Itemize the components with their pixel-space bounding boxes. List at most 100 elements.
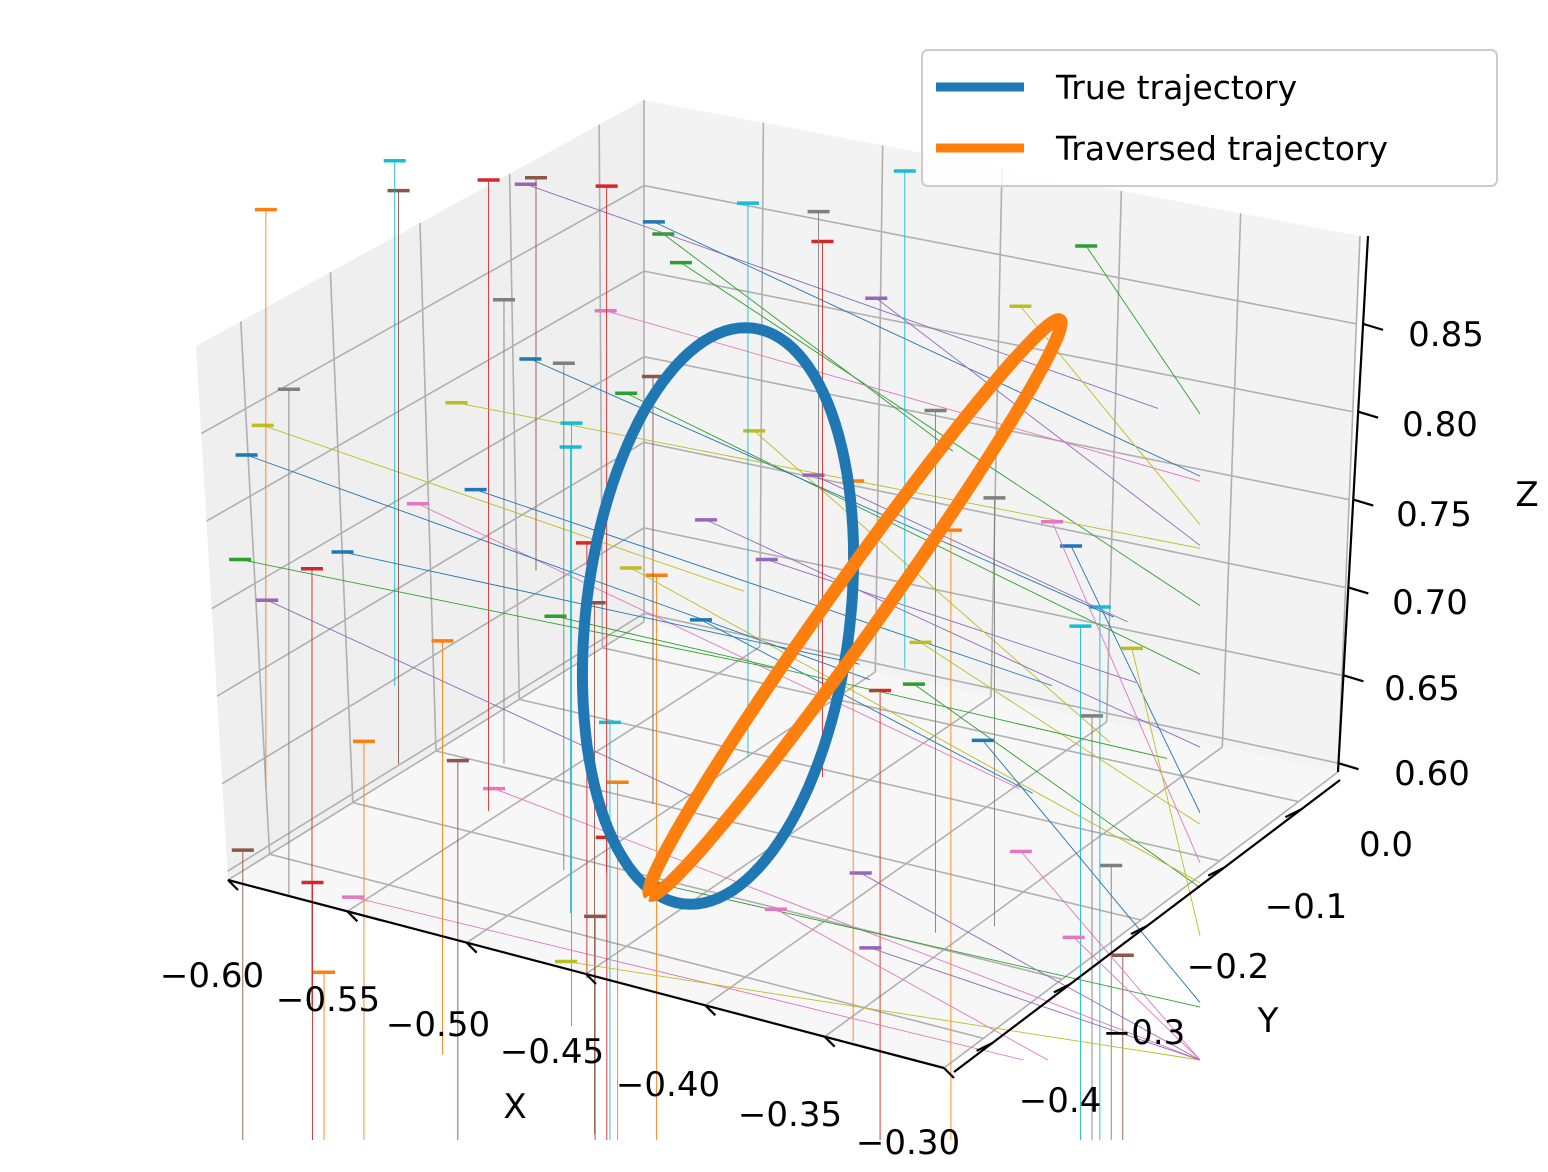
- z-tick-label: 0.70: [1392, 583, 1468, 623]
- projection-guide: [262, 424, 745, 592]
- legend-label-traversed: Traversed trajectory: [1055, 129, 1388, 168]
- y-tick: [1284, 808, 1302, 819]
- x-tick: [704, 1004, 717, 1017]
- z-axis-label: Z: [1515, 475, 1538, 515]
- z-gridline-left: [227, 612, 645, 872]
- x-tick: [585, 973, 597, 985]
- y-gridline-wall: [419, 222, 437, 752]
- z-tick-label: 0.80: [1402, 405, 1478, 445]
- y-tick-label: −0.2: [1187, 947, 1270, 987]
- z-tick: [1352, 498, 1374, 507]
- z-gridline-back: [643, 527, 1343, 677]
- projection-guide: [700, 619, 1033, 794]
- z-tick: [1357, 410, 1379, 419]
- series-traversed-trajectory: [642, 313, 1068, 902]
- y-tick: [976, 1041, 994, 1052]
- projection-guide: [555, 615, 1168, 759]
- projection-guide: [525, 183, 1159, 409]
- y-tick: [1130, 925, 1148, 935]
- z-gridline-left: [216, 441, 645, 697]
- z-tick-label: 0.85: [1408, 315, 1484, 355]
- y-gridline-wall: [240, 321, 271, 855]
- x-tick-label: −0.35: [738, 1095, 842, 1135]
- z-tick-label: 0.60: [1394, 754, 1470, 794]
- projection-markers: [229, 158, 1201, 1140]
- x-tick-label: −0.60: [160, 956, 264, 996]
- projection-guide: [982, 740, 1201, 1003]
- z-gridline-back: [643, 270, 1353, 413]
- projection-guide: [342, 551, 860, 665]
- x-gridline-wall: [874, 145, 884, 673]
- series-true-trajectory: [576, 322, 860, 910]
- x-tick-label: −0.50: [386, 1005, 490, 1045]
- x-tick: [465, 941, 478, 954]
- x-gridline-wall: [990, 167, 1003, 698]
- z-tick-label: 0.65: [1384, 669, 1460, 709]
- trajectory-series: [576, 313, 1068, 910]
- z-gridline-back: [643, 184, 1357, 325]
- projection-guide: [1073, 937, 1201, 1061]
- z-tick-label: 0.75: [1396, 495, 1472, 535]
- z-tick: [1348, 586, 1369, 595]
- projection-guide: [653, 221, 1201, 477]
- projection-guide: [1070, 545, 1201, 813]
- projection-guide: [565, 961, 1201, 1061]
- y-gridline-floor: [519, 698, 1220, 862]
- pane-left: [196, 100, 644, 880]
- z-gridline-back: [643, 355, 1350, 501]
- projection-guide: [913, 683, 1201, 888]
- projection-guide: [657, 883, 1201, 1008]
- x-gridline-wall: [1337, 235, 1361, 773]
- projection-guide: [766, 559, 1137, 683]
- projection-guide: [625, 392, 1201, 675]
- z-tick: [1362, 322, 1384, 331]
- axes: [227, 235, 1384, 1079]
- z-gridline-left: [206, 270, 645, 522]
- projection-guide: [870, 947, 1201, 1061]
- y-gridline-wall: [598, 124, 604, 648]
- projection-guide: [1020, 851, 1201, 1061]
- x-tick-label: −0.45: [500, 1032, 604, 1072]
- projection-guide: [352, 896, 1024, 1061]
- projection-guide: [1085, 245, 1201, 415]
- projection-guide: [630, 567, 1201, 884]
- axis-panes: [196, 100, 1360, 1068]
- x-tick: [227, 879, 239, 891]
- projection-guide: [876, 297, 1201, 546]
- y-tick-label: −0.1: [1265, 887, 1348, 927]
- x-tick-label: −0.55: [276, 980, 380, 1020]
- projection-guide: [1131, 648, 1201, 936]
- y-tick-label: 0.0: [1359, 825, 1413, 865]
- projection-guide: [813, 474, 1128, 623]
- y-tick-label: −0.4: [1019, 1081, 1102, 1121]
- projection-guide: [680, 262, 1201, 606]
- z-tick: [1338, 762, 1359, 771]
- projection-guide: [240, 559, 785, 671]
- z-gridline-left: [221, 527, 645, 785]
- projection-guide: [705, 519, 1201, 748]
- legend-box: [921, 49, 1498, 187]
- x-tick: [943, 1067, 955, 1079]
- projection-guide: [860, 872, 1201, 1061]
- y-gridline-wall: [508, 173, 520, 700]
- y-axis-label: Y: [1257, 1001, 1279, 1041]
- y-tick-label: −0.3: [1103, 1013, 1186, 1053]
- x-tick-label: −0.40: [616, 1065, 720, 1105]
- x-axis-label: X: [503, 1087, 526, 1127]
- legend: True trajectory Traversed trajectory: [921, 49, 1498, 187]
- y-gridline-wall: [329, 272, 354, 803]
- x-tick-label: −0.30: [856, 1123, 960, 1163]
- z-tick: [1343, 674, 1364, 683]
- y-tick: [1053, 983, 1071, 994]
- x-tick: [823, 1035, 836, 1048]
- x-tick: [346, 910, 359, 923]
- projection-guide: [267, 599, 701, 801]
- projection-guide: [456, 402, 1201, 549]
- projection-guide: [753, 430, 1110, 743]
- projection-guide: [417, 503, 1020, 789]
- x-gridline-wall: [1221, 213, 1242, 748]
- projection-guide: [1051, 521, 1201, 863]
- legend-label-true: True trajectory: [1055, 68, 1297, 107]
